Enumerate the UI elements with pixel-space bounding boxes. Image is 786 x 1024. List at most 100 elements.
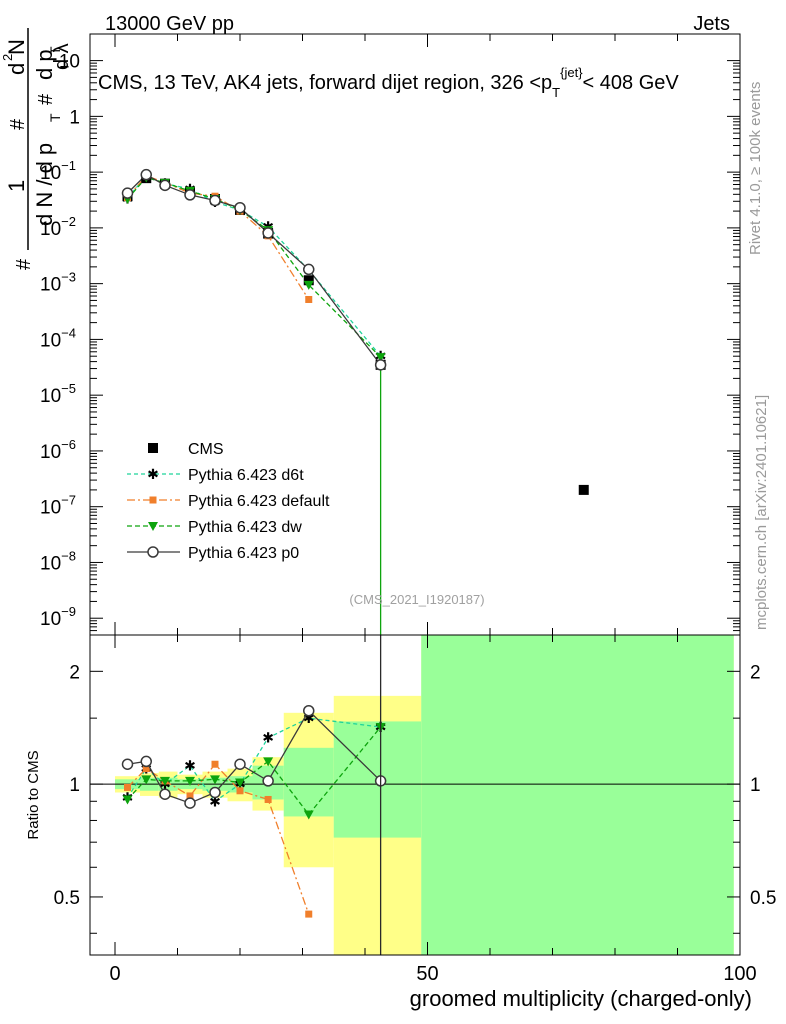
y-label-dp: d p: [32, 49, 57, 80]
legend-label-pythia-6-423-dw: Pythia 6.423 dw: [188, 519, 302, 536]
ratio-point-pythia-6-423-default: [236, 787, 244, 795]
ratio-point-pythia-6-423-dw: [185, 776, 195, 786]
y-label-sub: T: [47, 113, 63, 122]
main-ytick-label: 10−9: [40, 604, 76, 630]
main-ytick-label: 10−5: [40, 381, 76, 407]
legend-marker-pythia-6-423-default: [149, 496, 157, 504]
ratio-point-pythia-6-423-p0: [209, 786, 221, 799]
legend-marker-cms: [148, 443, 158, 453]
y-label-dlambda: d λ: [51, 43, 73, 70]
legend-label-pythia-6-423-d6t: Pythia 6.423 d6t: [188, 467, 304, 484]
ratio-point-pythia-6-423-p0: [262, 775, 274, 787]
ratio-marks: ✱✱✱✱✱✱✱✱✱: [121, 635, 386, 955]
ratio-ytick-label: 1: [69, 775, 80, 796]
series-point-pythia-6-423-p0: [140, 168, 152, 181]
main-title: CMS, 13 TeV, AK4 jets, forward dijet reg…: [98, 65, 679, 100]
ratio-frame: [89, 634, 741, 956]
legend-marker-pythia-6-423-d6t: ✱: [147, 466, 159, 482]
rivet-label: Rivet 4.1.0, ≥ 100k events: [747, 82, 764, 255]
series-line-pythia-6-423-dw: [127, 176, 382, 358]
y-label-denominator: d N / d p: [32, 143, 57, 226]
ratio-point-pythia-6-423-default: [264, 795, 272, 803]
ratio-ytick-label: 0.5: [54, 888, 80, 909]
analysis-tag: (CMS_2021_I1920187): [349, 592, 484, 607]
ratio-point-pythia-6-423-d6t: ✱: [262, 730, 274, 746]
ratio-band-inner: [421, 635, 734, 955]
header-left: 13000 GeV pp: [105, 13, 234, 35]
main-ytick-label: 10−7: [40, 493, 76, 519]
y-label-d: d: [4, 63, 29, 75]
y-label-hash-2: #: [35, 93, 57, 105]
ratio-line-pythia-6-423-d6t: [126, 717, 381, 803]
main-ytick-label: 10−6: [40, 437, 76, 463]
ratio-point-pythia-6-423-dw: [235, 778, 245, 788]
series-point-pythia-6-423-p0: [374, 359, 387, 371]
series-point-pythia-6-423-default: [305, 295, 313, 303]
y-label-one: 1: [4, 180, 29, 192]
series-point-pythia-6-423-p0: [262, 227, 274, 239]
ratio-point-pythia-6-423-dw: [303, 810, 314, 820]
ratio-point-pythia-6-423-p0: [303, 704, 315, 717]
ratio-point-pythia-6-423-p0: [140, 755, 152, 768]
series-point-pythia-6-423-dw: [375, 353, 386, 363]
main-ytick-label: 10−2: [40, 214, 76, 240]
ratio-point-pythia-6-423-dw: [263, 757, 274, 767]
legend-marker-pythia-6-423-dw: [148, 522, 158, 531]
series-point-pythia-6-423-dw: [303, 280, 314, 290]
legend-label-pythia-6-423-p0: Pythia 6.423 p0: [188, 545, 299, 562]
series-point-pythia-6-423-p0: [121, 187, 134, 199]
ratio-uncertainty-bands: [90, 635, 740, 955]
series-point-pythia-6-423-p0: [303, 263, 315, 276]
ratio-y-axis-label: Ratio to CMS: [25, 750, 42, 839]
series-point-pythia-6-423-p0: [159, 179, 171, 192]
legend-label-cms: CMS: [188, 441, 224, 458]
ratio-point-pythia-6-423-dw: [122, 795, 133, 805]
series-point-pythia-6-423-p0: [234, 201, 246, 214]
main-ytick-label: 10−4: [40, 325, 76, 351]
mcplots-label: mcplots.cern.ch [arXiv:2401.10621]: [753, 395, 770, 630]
series-point-pythia-6-423-p0: [184, 189, 196, 201]
main-ytick-label: 1: [69, 107, 80, 128]
ratio-point-pythia-6-423-dw: [141, 775, 152, 785]
main-ytick-label: 10: [59, 52, 80, 73]
series-line-pythia-6-423-d6t: [127, 174, 382, 357]
ratio-point-pythia-6-423-dw: [210, 775, 220, 785]
ratio-ytick-label: 2: [69, 662, 80, 683]
legend: CMS ✱ Pythia 6.423 d6t Pythia 6.423 default…: [127, 441, 330, 562]
ratio-point-pythia-6-423-default: [211, 760, 219, 768]
ratio-point-pythia-6-423-p0: [159, 788, 171, 800]
header-right: Jets: [693, 13, 730, 35]
ratio-point-pythia-6-423-default: [305, 910, 313, 918]
y-label-hash: #: [13, 258, 35, 270]
ratio-band-inner: [283, 747, 334, 817]
cms-point: [578, 484, 589, 495]
main-ytick-label: 10−8: [40, 548, 76, 574]
y-label-hash-3: #: [7, 118, 29, 130]
main-yticks: 10 1 10−1 10−2 10−3 10−4 10−5 10−6 10−7 10−8 10−9: [40, 34, 741, 636]
ratio-ytick-label-right: 1: [750, 775, 761, 796]
series-line-pythia-6-423-p0: [127, 173, 382, 366]
cms-point: [303, 275, 314, 286]
main-marks: ✱✱✱✱✱✱✱✱✱: [122, 168, 589, 635]
ratio-point-pythia-6-423-d6t: ✱: [303, 710, 315, 726]
ratio-point-pythia-6-423-default: [186, 792, 194, 800]
ratio-point-pythia-6-423-default: [142, 765, 150, 773]
y-label-group: #1 d N / d pT#d pT#d2N d λ: [0, 28, 73, 270]
ratio-ytick-label-right: 0.5: [750, 888, 776, 909]
x-tick-label: 0: [109, 963, 120, 985]
ratio-point-pythia-6-423-d6t: ✱: [209, 793, 221, 809]
x-axis-label: groomed multiplicity (charged-only): [410, 986, 752, 1011]
main-ytick-label: 10−1: [40, 158, 76, 184]
legend-label-pythia-6-423-default: Pythia 6.423 default: [188, 493, 330, 510]
main-y-axis-label: #1 d N / d pT#d pT#d2N d λ: [0, 28, 73, 270]
main-panel: ✱✱✱✱✱✱✱✱✱ 10 1 10−1 10−2 10−3 10−4 10−5 10−6 10−…: [0, 28, 741, 636]
y-label-sup: 2: [0, 54, 15, 61]
ratio-point-pythia-6-423-p0: [121, 758, 134, 770]
ratio-point-pythia-6-423-default: [124, 783, 131, 791]
y-label-n: N: [4, 39, 29, 55]
ratio-point-pythia-6-423-d6t: ✱: [184, 758, 196, 774]
x-tick-label: 50: [416, 963, 438, 985]
ratio-point-pythia-6-423-p0: [234, 758, 246, 770]
